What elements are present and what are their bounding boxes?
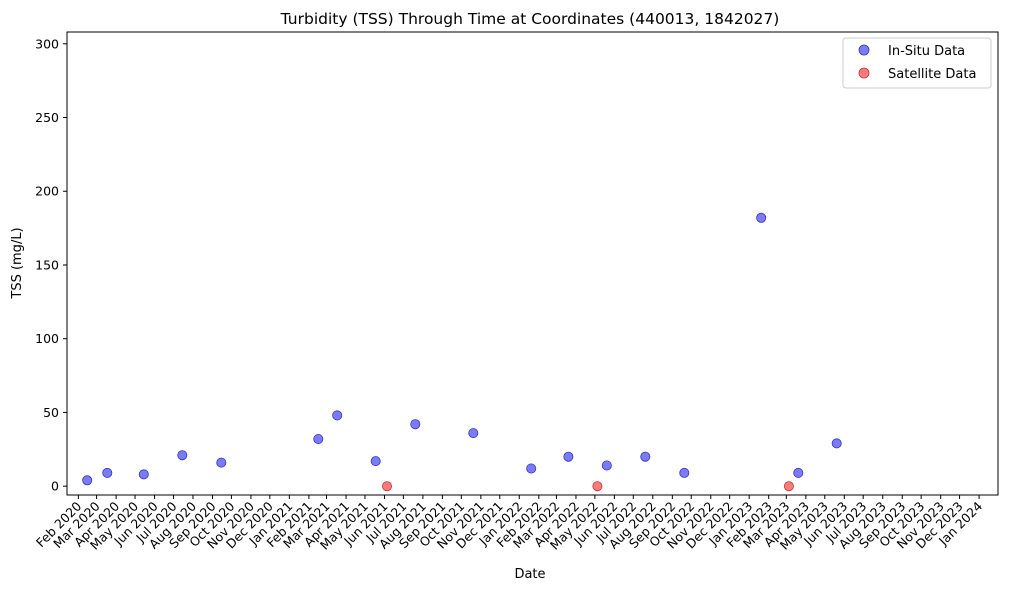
plot-area — [67, 32, 998, 495]
in-situ-point — [756, 212, 767, 223]
in-situ-point — [370, 456, 381, 467]
y-tick-label: 100 — [35, 331, 59, 346]
y-axis: 0 50 100 150 200 250 300 — [35, 36, 67, 494]
in-situ-point — [332, 410, 343, 421]
in-situ-point — [177, 450, 188, 461]
y-tick-label: 200 — [35, 184, 59, 199]
in-situ-point — [468, 428, 479, 439]
legend-label-satellite: Satellite Data — [888, 67, 976, 82]
chart-title: Turbidity (TSS) Through Time at Coordina… — [280, 10, 780, 28]
legend-marker-satellite — [858, 67, 870, 79]
data-marks — [82, 212, 842, 492]
x-axis-label: Date — [514, 567, 545, 582]
y-axis-label: TSS (mg/L) — [10, 227, 25, 299]
in-situ-point — [793, 467, 804, 478]
in-situ-point — [526, 463, 537, 474]
in-situ-point — [640, 451, 651, 462]
in-situ-point — [601, 460, 612, 471]
in-situ-point — [563, 451, 574, 462]
in-situ-point — [216, 457, 227, 468]
legend-label-in-situ: In-Situ Data — [888, 44, 965, 59]
satellite-point — [381, 481, 392, 492]
satellite-point — [592, 481, 603, 492]
in-situ-point — [82, 475, 93, 486]
legend: In-Situ Data Satellite Data — [842, 37, 992, 89]
y-tick-label: 300 — [35, 36, 59, 51]
legend-marker-in-situ — [858, 44, 870, 56]
in-situ-point — [138, 469, 149, 480]
in-situ-point — [313, 433, 324, 444]
y-tick-label: 250 — [35, 110, 59, 125]
y-tick-label: 150 — [35, 257, 59, 272]
legend-box — [842, 37, 992, 89]
in-situ-point — [410, 419, 421, 430]
in-situ-point — [831, 438, 842, 449]
y-tick-label: 0 — [51, 479, 59, 494]
satellite-point — [783, 481, 794, 492]
y-tick-label: 50 — [43, 405, 59, 420]
in-situ-point — [102, 467, 113, 478]
in-situ-point — [679, 467, 690, 478]
plot-frame — [66, 31, 999, 496]
